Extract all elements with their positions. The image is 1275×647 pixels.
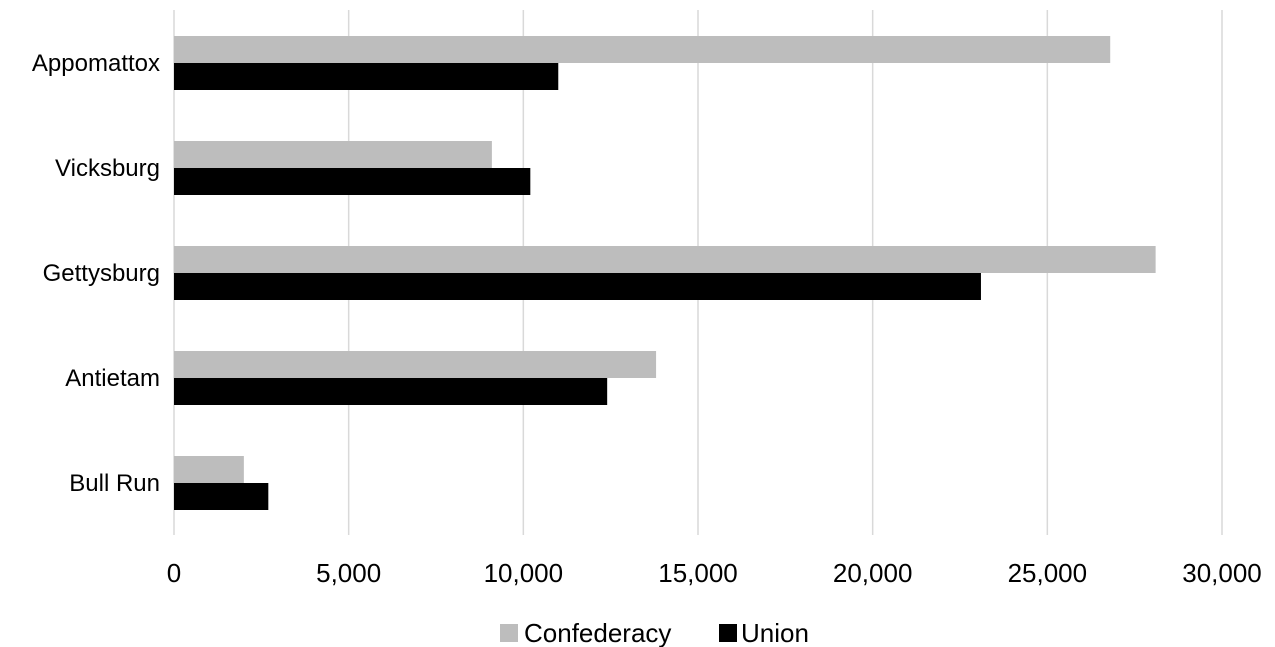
x-axis-tick-labels: 0 5,000 10,000 15,000 20,000 25,000 30,000 — [167, 558, 1262, 588]
x-tick-label: 0 — [167, 558, 181, 588]
x-tick-label: 30,000 — [1182, 558, 1262, 588]
legend-swatch-union — [719, 624, 737, 642]
x-tick-label: 25,000 — [1008, 558, 1088, 588]
bar-confederacy-gettysburg — [174, 246, 1156, 273]
legend-swatch-confederacy — [500, 624, 518, 642]
bar-confederacy-antietam — [174, 351, 657, 378]
bar-union-gettysburg — [174, 273, 981, 300]
bar-union-vicksburg — [174, 168, 531, 195]
bar-union-antietam — [174, 378, 608, 405]
bars — [174, 36, 1156, 510]
category-label: Appomattox — [32, 50, 160, 77]
category-label: Vicksburg — [55, 155, 160, 182]
x-tick-label: 10,000 — [484, 558, 564, 588]
legend-label-union: Union — [741, 618, 809, 647]
legend: Confederacy Union — [500, 618, 809, 647]
x-tick-label: 5,000 — [316, 558, 381, 588]
bar-confederacy-bull-run — [174, 456, 244, 483]
x-tick-label: 15,000 — [658, 558, 738, 588]
bar-union-appomattox — [174, 63, 559, 90]
category-label: Antietam — [65, 365, 160, 392]
category-labels: Appomattox Vicksburg Gettysburg Antietam Bul… — [32, 50, 160, 497]
category-label: Bull Run — [69, 470, 160, 497]
x-tick-label: 20,000 — [833, 558, 913, 588]
bar-confederacy-vicksburg — [174, 141, 492, 168]
bar-union-bull-run — [174, 483, 269, 510]
category-label: Gettysburg — [43, 260, 160, 287]
legend-label-confederacy: Confederacy — [524, 618, 671, 647]
bar-confederacy-appomattox — [174, 36, 1111, 63]
